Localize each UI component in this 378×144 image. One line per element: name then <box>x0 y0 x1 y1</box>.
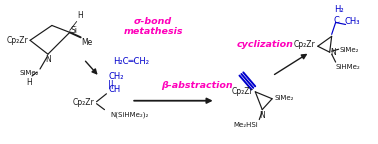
Text: σ-bond
metathesis: σ-bond metathesis <box>123 17 183 36</box>
Text: SiHMe₂: SiHMe₂ <box>336 64 360 70</box>
Text: β-abstraction: β-abstraction <box>161 81 232 90</box>
Text: C: C <box>334 16 339 25</box>
Text: Cp₂Zr: Cp₂Zr <box>6 36 28 45</box>
Text: Cp₂Zr: Cp₂Zr <box>232 87 253 96</box>
Text: CH: CH <box>108 85 121 94</box>
Text: SiMe₂: SiMe₂ <box>339 47 359 53</box>
Text: H₂C═CH₂: H₂C═CH₂ <box>113 57 149 66</box>
Text: CH₂: CH₂ <box>108 72 124 82</box>
Text: N: N <box>45 55 51 64</box>
Text: Me₂HSi: Me₂HSi <box>234 122 258 128</box>
Text: CH₃: CH₃ <box>345 17 360 26</box>
Text: N: N <box>259 111 265 120</box>
Text: Si: Si <box>71 26 78 35</box>
Text: H₂: H₂ <box>334 5 343 14</box>
Text: SiMe₂: SiMe₂ <box>20 70 39 76</box>
Text: Cp₂Zr: Cp₂Zr <box>73 98 94 107</box>
Text: N: N <box>331 48 336 57</box>
Text: SiMe₂: SiMe₂ <box>274 95 294 101</box>
Text: Me: Me <box>82 38 93 47</box>
Text: Cp₂Zr: Cp₂Zr <box>294 40 316 49</box>
Text: cyclization: cyclization <box>237 40 294 49</box>
Text: H: H <box>26 78 32 87</box>
Text: N(SiHMe₂)₂: N(SiHMe₂)₂ <box>110 112 149 118</box>
Text: ||: || <box>108 80 114 89</box>
Text: H: H <box>78 11 84 19</box>
